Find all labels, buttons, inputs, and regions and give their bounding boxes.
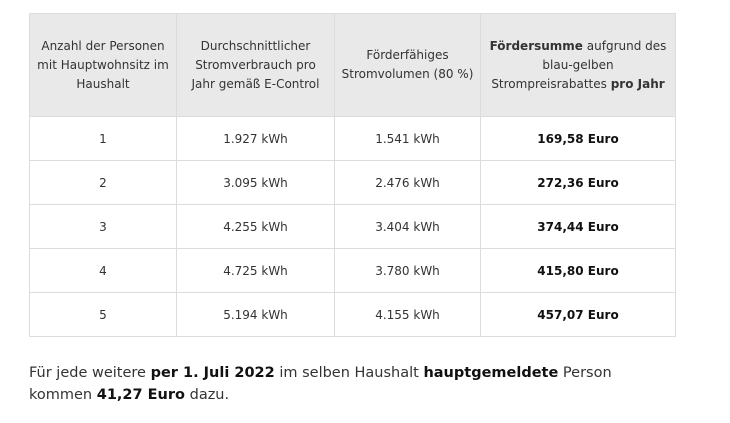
table-row: 3 4.255 kWh 3.404 kWh 374,44 Euro: [29, 204, 676, 249]
note-text-2: im selben Haushalt: [274, 365, 424, 381]
cell-volume: 2.476 kWh: [334, 160, 481, 205]
cell-volume: 3.404 kWh: [334, 204, 481, 249]
table-row: 4 4.725 kWh 3.780 kWh 415,80 Euro: [29, 248, 676, 293]
cell-subsidy: 415,80 Euro: [480, 248, 676, 293]
note-text-4: dazu.: [185, 387, 230, 403]
table-row: 2 3.095 kWh 2.476 kWh 272,36 Euro: [29, 160, 676, 205]
cell-persons: 5: [29, 292, 177, 337]
table-row: 1 1.927 kWh 1.541 kWh 169,58 Euro: [29, 116, 676, 161]
cell-consumption: 3.095 kWh: [176, 160, 335, 205]
cell-consumption: 4.255 kWh: [176, 204, 335, 249]
cell-subsidy: 457,07 Euro: [480, 292, 676, 337]
header-subsidy-text: aufgrund des blau-gelben Strompreisrabat…: [491, 38, 667, 91]
header-subsidy-bold-1: Fördersumme: [489, 38, 583, 53]
note-bold-date: per 1. Juli 2022: [150, 365, 275, 381]
header-subsidy: Fördersumme aufgrund des blau-gelben Str…: [480, 13, 676, 117]
header-consumption: Durchschnittlicher Stromverbrauch pro Ja…: [176, 13, 335, 117]
footnote-text: Für jede weitere per 1. Juli 2022 im sel…: [29, 362, 669, 406]
note-bold-registered: hauptgemeldete: [423, 365, 559, 381]
cell-consumption: 5.194 kWh: [176, 292, 335, 337]
cell-volume: 1.541 kWh: [334, 116, 481, 161]
cell-subsidy: 374,44 Euro: [480, 204, 676, 249]
cell-consumption: 1.927 kWh: [176, 116, 335, 161]
table-row: 5 5.194 kWh 4.155 kWh 457,07 Euro: [29, 292, 676, 337]
cell-persons: 3: [29, 204, 177, 249]
cell-subsidy: 169,58 Euro: [480, 116, 676, 161]
note-bold-amount: 41,27 Euro: [96, 387, 185, 403]
cell-volume: 4.155 kWh: [334, 292, 481, 337]
cell-subsidy: 272,36 Euro: [480, 160, 676, 205]
cell-persons: 4: [29, 248, 177, 293]
cell-persons: 1: [29, 116, 177, 161]
header-persons: Anzahl der Personen mit Hauptwohnsitz im…: [29, 13, 177, 117]
table-header-row: Anzahl der Personen mit Hauptwohnsitz im…: [29, 13, 676, 117]
header-subsidy-bold-2: pro Jahr: [610, 76, 665, 91]
header-volume: Förderfähiges Stromvolumen (80 %): [334, 13, 481, 117]
cell-volume: 3.780 kWh: [334, 248, 481, 293]
subsidy-table: Anzahl der Personen mit Hauptwohnsitz im…: [29, 13, 676, 337]
cell-persons: 2: [29, 160, 177, 205]
note-text-3: Person kommen: [29, 365, 612, 403]
cell-consumption: 4.725 kWh: [176, 248, 335, 293]
note-text-1: Für jede weitere: [29, 365, 151, 381]
